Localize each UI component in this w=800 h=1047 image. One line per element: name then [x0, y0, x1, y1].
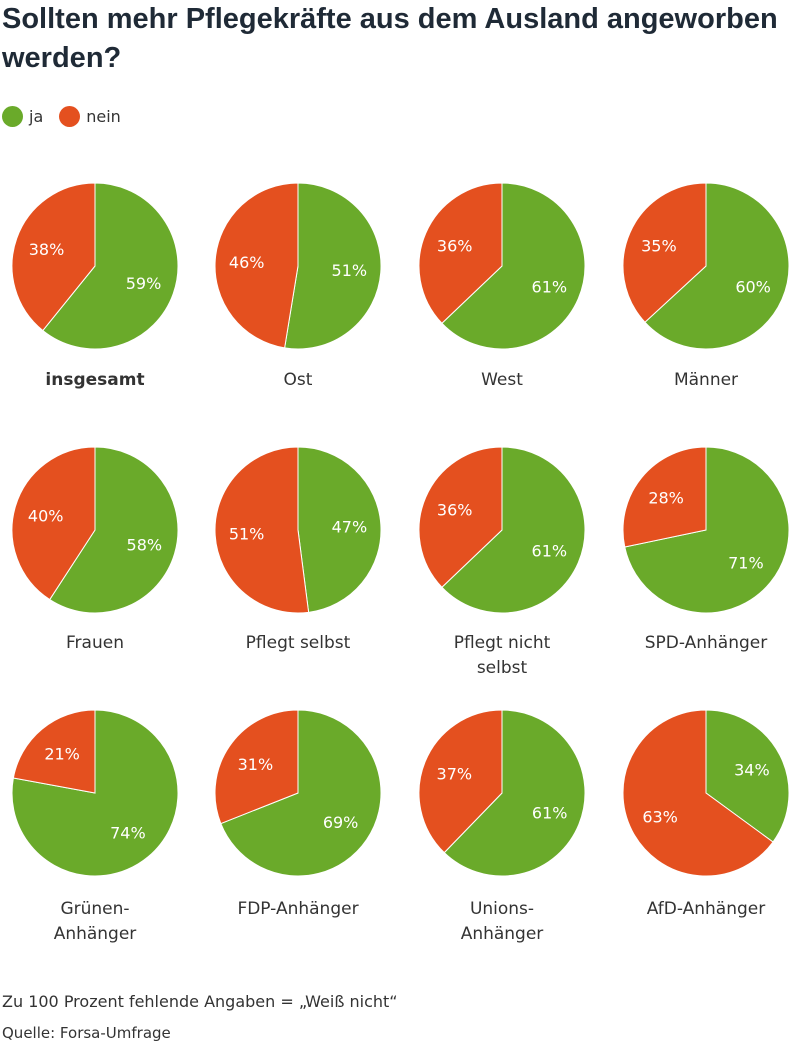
pie-pflegt-nicht-selbst: 61% 36% Pflegt nicht selbst — [418, 446, 586, 678]
legend-item-nein: nein — [59, 106, 121, 127]
slice-nein — [11, 182, 96, 332]
data-label-ja: 74% — [110, 824, 146, 843]
pie-label: insgesamt — [45, 370, 144, 390]
slice-nein — [622, 709, 774, 877]
pie-label: Pflegt selbst — [246, 633, 351, 653]
pie-label: AfD-Anhänger — [647, 899, 765, 919]
slice-nein — [214, 446, 310, 614]
data-label-ja: 61% — [532, 277, 568, 296]
slice-ja — [297, 446, 382, 613]
pie-männer: 60% 35% Männer — [622, 182, 790, 390]
data-label-nein: 31% — [238, 755, 274, 774]
pie-label: Männer — [674, 370, 738, 390]
slice-ja — [705, 709, 790, 843]
legend-item-ja: ja — [2, 106, 43, 127]
data-label-nein: 21% — [44, 745, 80, 764]
pie-frauen: 58% 40% Frauen — [11, 446, 179, 653]
data-label-nein: 38% — [29, 240, 65, 259]
data-label-nein: 51% — [229, 524, 265, 543]
slice-ja — [441, 446, 586, 614]
slice-nein — [418, 709, 503, 854]
pie-spd-anhänger: 71% 28% SPD-Anhänger — [622, 446, 790, 653]
slice-nein — [622, 182, 707, 323]
pie-ost: 51% 46% Ost — [214, 182, 382, 390]
pie-chart-grid: 59% 38% insgesamt 51% 46% Ost 61% 36% West 60% 35%… — [11, 182, 790, 944]
slice-ja — [644, 182, 790, 350]
slice-nein — [214, 709, 299, 825]
slice-ja — [441, 182, 586, 350]
slice-nein — [622, 446, 707, 548]
slice-ja — [49, 446, 179, 614]
data-label-ja: 71% — [728, 553, 764, 572]
data-label-nein: 46% — [229, 253, 265, 272]
source-note: Quelle: Forsa-Umfrage — [2, 1024, 171, 1042]
data-label-nein: 36% — [437, 501, 473, 520]
slice-nein — [418, 446, 503, 588]
data-label-ja: 61% — [532, 541, 568, 560]
pie-label: Unions-Anhänger — [461, 899, 544, 944]
data-label-nein: 37% — [437, 765, 473, 784]
slice-nein — [12, 709, 96, 794]
data-label-ja: 69% — [323, 813, 359, 832]
data-label-nein: 36% — [437, 237, 473, 256]
chart-title: Sollten mehr Pflegekräfte aus dem Auslan… — [2, 3, 778, 74]
pie-grünen-anhänger: 74% 21% Grünen-Anhänger — [11, 709, 179, 944]
pie-fdp-anhänger: 69% 31% FDP-Anhänger — [214, 709, 382, 919]
legend: ja nein — [2, 106, 137, 127]
pie-label: Pflegt nicht selbst — [454, 633, 551, 678]
pie-west: 61% 36% West — [418, 182, 586, 390]
pie-unions-anhänger: 61% 37% Unions-Anhänger — [418, 709, 586, 944]
slice-ja — [220, 709, 382, 877]
legend-label-nein: nein — [86, 107, 121, 126]
data-label-ja: 58% — [127, 536, 163, 555]
slice-nein — [418, 182, 503, 324]
slice-nein — [214, 182, 299, 349]
data-label-nein: 28% — [648, 489, 684, 508]
footnote: Zu 100 Prozent fehlende Angaben = „Weiß … — [2, 992, 398, 1011]
data-label-nein: 63% — [642, 807, 678, 826]
data-label-ja: 47% — [332, 518, 368, 537]
slice-ja — [42, 182, 179, 350]
pie-insgesamt: 59% 38% insgesamt — [11, 182, 179, 390]
legend-label-ja: ja — [29, 107, 44, 126]
pie-label: Frauen — [66, 633, 124, 653]
data-label-nein: 40% — [28, 506, 64, 525]
pie-label: Ost — [284, 370, 313, 390]
slice-ja — [624, 446, 790, 614]
data-label-ja: 60% — [735, 278, 771, 297]
legend-swatch-ja — [2, 106, 23, 127]
slice-nein — [11, 446, 96, 601]
slice-ja — [443, 709, 586, 877]
slice-ja — [11, 709, 179, 877]
pie-label: Grünen-Anhänger — [54, 899, 137, 944]
slice-ja — [284, 182, 382, 350]
data-label-ja: 34% — [734, 761, 770, 780]
pie-label: FDP-Anhänger — [237, 899, 358, 919]
data-label-ja: 51% — [332, 261, 368, 280]
pie-label: SPD-Anhänger — [645, 633, 768, 653]
pie-afd-anhänger: 34% 63% AfD-Anhänger — [622, 709, 790, 919]
legend-swatch-nein — [59, 106, 81, 127]
data-label-nein: 35% — [641, 236, 677, 255]
pie-label: West — [481, 370, 523, 390]
pie-pflegt-selbst: 47% 51% Pflegt selbst — [214, 446, 382, 653]
data-label-ja: 59% — [126, 274, 162, 293]
data-label-ja: 61% — [532, 803, 568, 822]
